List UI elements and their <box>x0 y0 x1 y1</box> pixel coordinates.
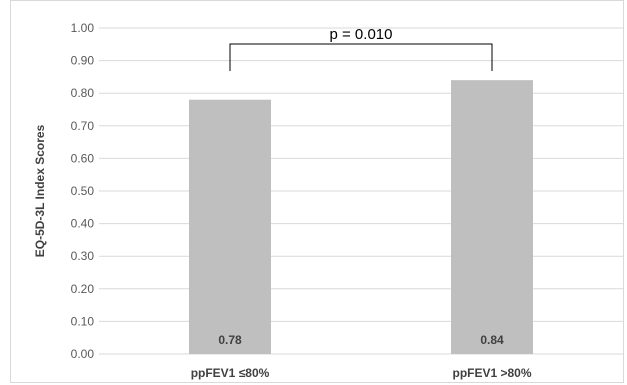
y-tick-label: 0.30 <box>71 249 95 263</box>
bar-chart: 0.00 0.10 0.20 0.30 0.40 0.50 0.60 0.70 0.80 0.90… <box>33 21 623 380</box>
category-labels: ppFEV1 ≤80% ppFEV1 >80% <box>191 366 532 380</box>
category-label: ppFEV1 >80% <box>452 366 531 380</box>
chart-frame: 0.00 0.10 0.20 0.30 0.40 0.50 0.60 0.70 0.80 0.90… <box>10 0 624 383</box>
gridlines <box>99 27 623 355</box>
p-value-annotation: p = 0.010 <box>330 26 393 43</box>
data-label: 0.78 <box>218 333 242 347</box>
significance-bracket <box>229 43 493 71</box>
y-tick-label: 0.60 <box>71 151 95 165</box>
data-labels: 0.78 0.84 <box>218 333 504 347</box>
data-label: 0.84 <box>480 333 504 347</box>
y-tick-label: 1.00 <box>71 21 95 35</box>
bracket-line <box>229 43 493 71</box>
y-tick-labels: 0.00 0.10 0.20 0.30 0.40 0.50 0.60 0.70 0.80 0.90… <box>71 21 95 361</box>
y-tick-label: 0.40 <box>71 217 95 231</box>
bars <box>189 80 533 354</box>
y-axis-title: EQ-5D-3L Index Scores <box>33 124 47 257</box>
category-label: ppFEV1 ≤80% <box>191 366 270 380</box>
y-tick-label: 0.70 <box>71 119 95 133</box>
y-tick-label: 0.20 <box>71 282 95 296</box>
y-tick-label: 0.90 <box>71 54 95 68</box>
y-tick-label: 0.10 <box>71 314 95 328</box>
y-tick-label: 0.50 <box>71 184 95 198</box>
bar <box>189 99 271 354</box>
bar <box>451 80 533 354</box>
y-tick-label: 0.80 <box>71 86 95 100</box>
y-tick-label: 0.00 <box>71 347 95 361</box>
